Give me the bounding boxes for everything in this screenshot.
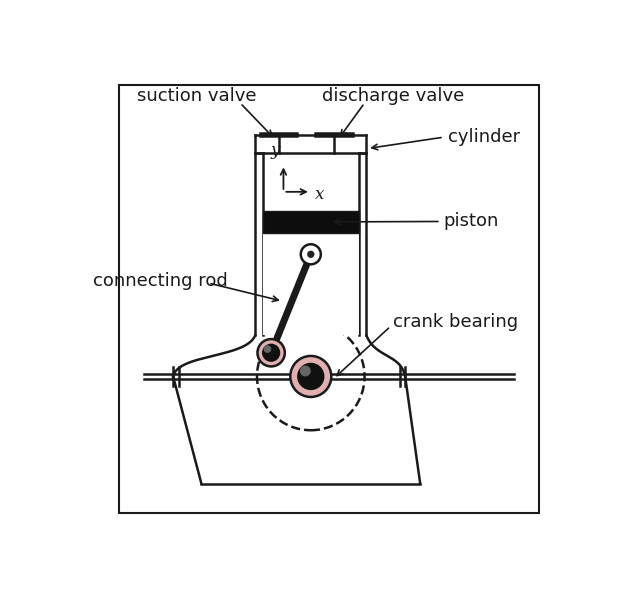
Circle shape <box>307 250 315 258</box>
Text: connecting rod: connecting rod <box>93 272 228 289</box>
Circle shape <box>262 343 281 362</box>
Circle shape <box>300 365 311 377</box>
Text: y: y <box>270 142 280 159</box>
Circle shape <box>300 244 321 264</box>
Circle shape <box>297 363 324 390</box>
Circle shape <box>257 339 285 366</box>
Bar <box>263 233 359 336</box>
Bar <box>263 211 359 233</box>
Text: x: x <box>315 186 325 202</box>
Text: cylinder: cylinder <box>447 128 519 146</box>
Text: suction valve: suction valve <box>137 87 257 105</box>
Text: crank bearing: crank bearing <box>393 313 518 331</box>
Text: piston: piston <box>443 213 498 230</box>
Text: discharge valve: discharge valve <box>322 87 464 105</box>
Circle shape <box>290 356 331 397</box>
Circle shape <box>264 345 272 353</box>
